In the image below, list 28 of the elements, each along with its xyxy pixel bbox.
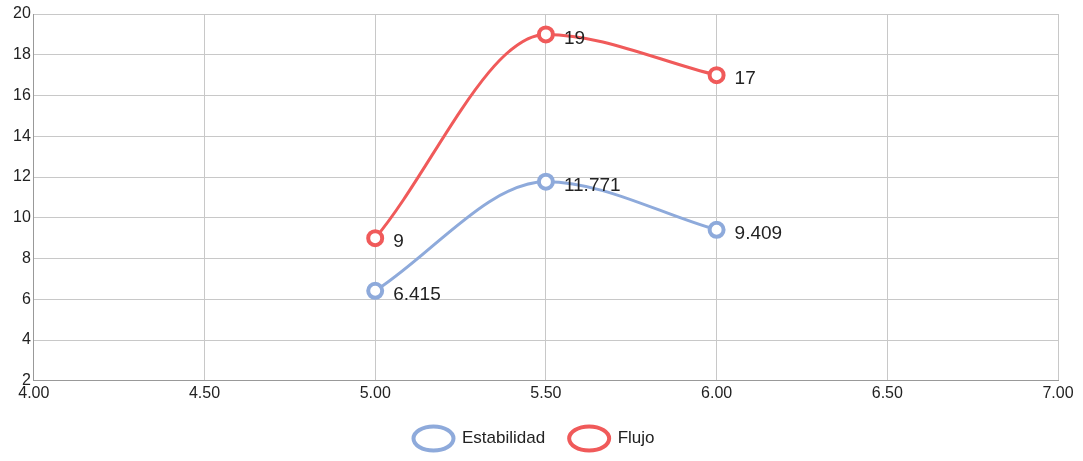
x-tick-label: 4.50: [188, 383, 221, 401]
data-label: 11.771: [563, 173, 621, 195]
y-tick-label: 20: [13, 4, 31, 22]
point: [536, 25, 555, 44]
x-tick-label: 6.50: [871, 383, 903, 401]
data-label: 9: [393, 230, 404, 252]
x-tick-label: 5.00: [359, 383, 391, 401]
y-tick-label: 12: [13, 167, 31, 185]
y-tick-label: 8: [21, 248, 31, 266]
data-label: 6.415: [393, 283, 441, 305]
data-label: 9.409: [734, 222, 783, 244]
legend-label: Flujo: [617, 428, 655, 448]
y-tick-label: 14: [13, 126, 31, 144]
x-tick-label: 6.00: [701, 383, 733, 401]
y-tick-label: 4: [21, 330, 31, 348]
legend-label: Estabilidad: [461, 428, 546, 448]
data-label: 17: [734, 67, 756, 89]
point: [707, 220, 726, 239]
point: [366, 229, 385, 248]
x-tick-label: 7.00: [1042, 383, 1074, 401]
y-tick-label: 18: [13, 45, 31, 63]
point: [366, 281, 385, 300]
y-tick-label: 6: [21, 289, 31, 307]
y-tick-label: 10: [13, 208, 31, 226]
point: [536, 172, 555, 191]
point: [707, 66, 726, 85]
y-tick-label: 16: [13, 85, 31, 103]
x-tick-label: 5.50: [530, 383, 562, 401]
